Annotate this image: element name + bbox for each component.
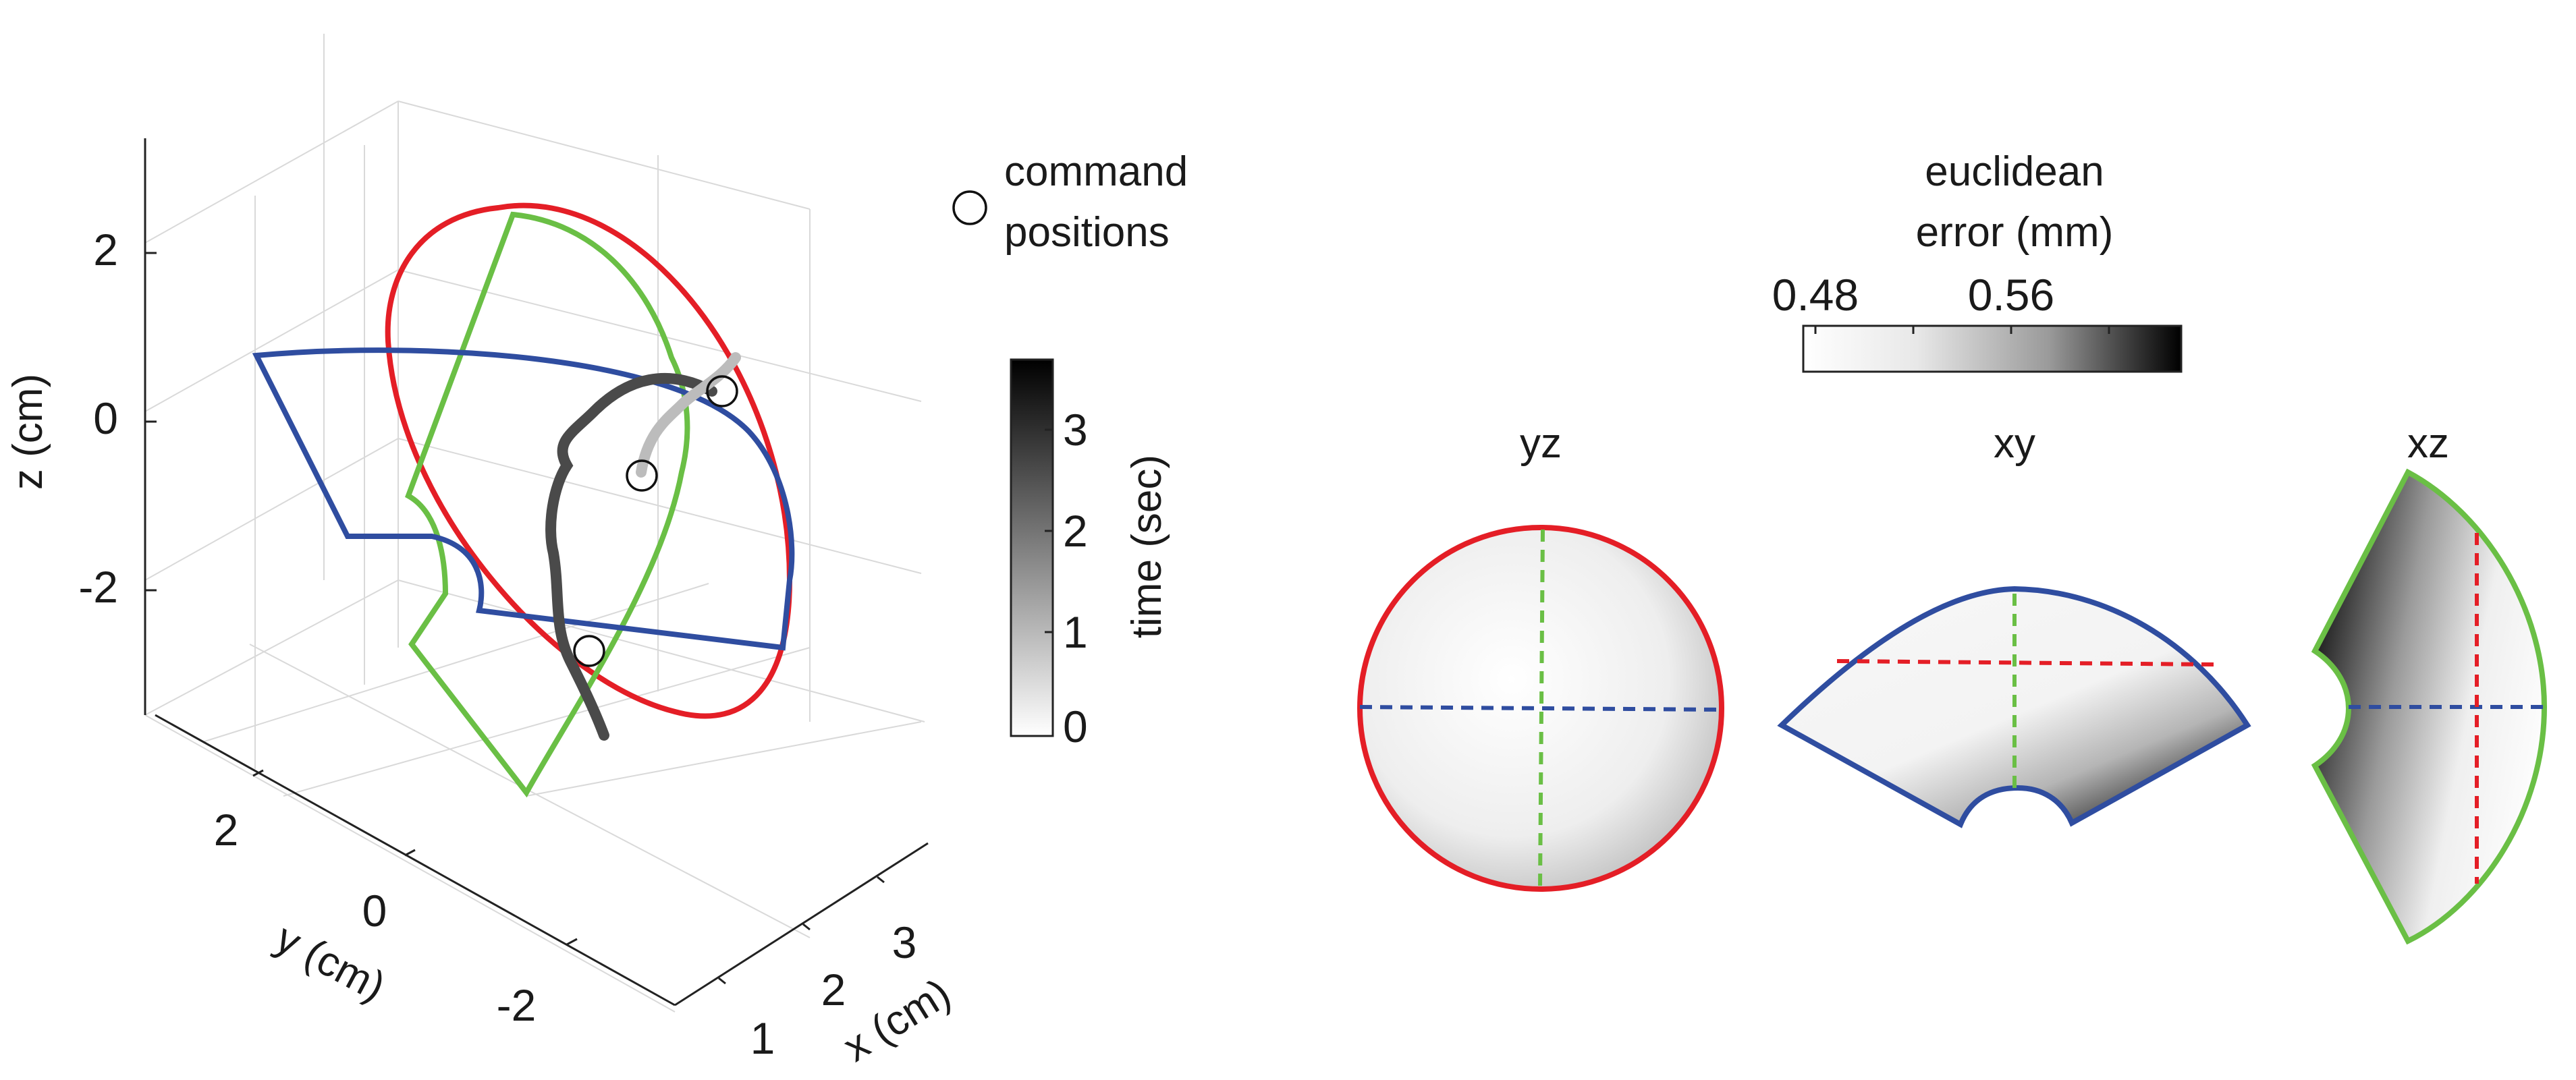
legend-label-line1: command — [1004, 148, 1188, 195]
z-tick-2: 2 — [93, 225, 118, 275]
axes-3d — [144, 138, 929, 1006]
legend-marker — [952, 190, 987, 225]
time-tick-1: 1 — [1063, 607, 1088, 657]
panel-3d: 2 0 -2 z (cm) 2 0 -2 y (cm) 1 2 3 x (cm) — [5, 34, 958, 1071]
projection-xz-title: xz — [2407, 420, 2449, 467]
legend: command positions — [952, 148, 1188, 256]
time-colorbar-label: time (sec) — [1124, 455, 1170, 638]
error-colorbar-title-line2: error (mm) — [1916, 209, 2114, 256]
error-tick-048: 0.48 — [1772, 270, 1859, 320]
error-tick-056: 0.56 — [1968, 270, 2054, 320]
error-colorbar-title-line1: euclidean — [1925, 148, 2104, 195]
projection-yz-title: yz — [1520, 420, 1562, 467]
projection-xz: xz — [2311, 420, 2548, 945]
time-tick-3: 3 — [1063, 405, 1088, 455]
time-colorbar: 3 2 1 0 time (sec) — [1010, 358, 1170, 751]
y-tick-minus2: -2 — [497, 980, 537, 1030]
error-colorbar: euclidean error (mm) 0.48 0.56 — [1772, 148, 2183, 373]
x-tick-3: 3 — [892, 917, 917, 967]
x-axis-label: x (cm) — [835, 970, 959, 1071]
time-tick-0: 0 — [1063, 702, 1088, 751]
y-tick-0: 0 — [362, 886, 387, 936]
z-tick-0: 0 — [93, 393, 118, 443]
x-tick-1: 1 — [750, 1013, 775, 1063]
command-position-marker — [573, 635, 605, 667]
x-tick-2: 2 — [821, 965, 846, 1015]
projection-xy: xy — [1777, 420, 2251, 828]
command-position-marker — [706, 375, 738, 407]
grid-lines — [144, 34, 925, 1013]
trajectory-dark — [545, 373, 717, 741]
z-axis-label: z (cm) — [5, 374, 51, 490]
xz-boundary-sector — [405, 211, 690, 798]
command-position-marker — [626, 459, 658, 492]
trajectory-light — [636, 352, 741, 478]
xy-boundary-sector — [252, 347, 795, 651]
projection-xy-title: xy — [1994, 420, 2035, 467]
yz-boundary-ellipse — [385, 202, 793, 719]
projection-yz: yz — [1357, 420, 1724, 892]
y-tick-2: 2 — [214, 805, 239, 855]
legend-label-line2: positions — [1004, 209, 1170, 256]
time-tick-2: 2 — [1063, 506, 1088, 556]
z-tick-minus2: -2 — [78, 562, 118, 612]
